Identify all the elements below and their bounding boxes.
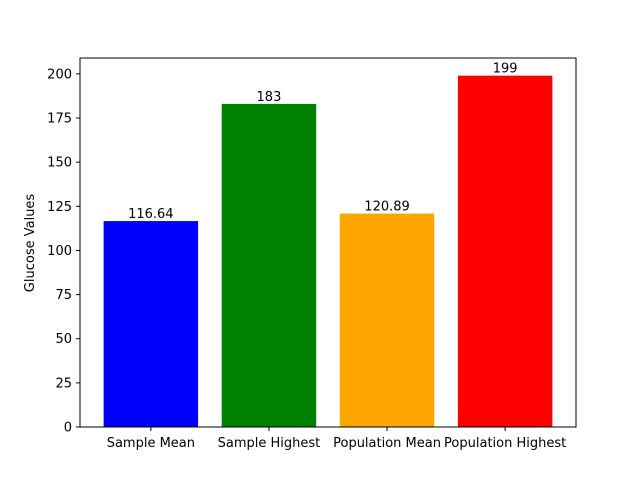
bar <box>457 75 553 427</box>
x-tick-label: Sample Highest <box>218 436 321 451</box>
bar <box>221 103 317 428</box>
bar-value-label: 199 <box>493 62 518 77</box>
bar-value-label: 183 <box>257 90 282 105</box>
y-tick-label: 150 <box>47 156 72 171</box>
bar-value-label: 116.64 <box>128 207 174 222</box>
bar-value-label: 120.89 <box>364 200 410 215</box>
x-tick-label: Sample Mean <box>107 436 195 451</box>
y-tick-label: 75 <box>55 288 72 303</box>
plot-area: 116.64 183 120.89 199 0 25 50 75 100 125 150 175 200… <box>47 57 577 451</box>
y-tick-label: 200 <box>47 67 72 82</box>
y-tick-label: 50 <box>55 332 72 347</box>
bar <box>339 213 435 427</box>
y-tick-label: 125 <box>47 200 72 215</box>
x-tick-label: Population Highest <box>444 436 566 451</box>
y-tick-label: 100 <box>47 244 72 259</box>
axes-frame <box>79 57 577 428</box>
y-tick-label: 25 <box>55 376 72 391</box>
x-tick-label: Population Mean <box>333 436 441 451</box>
bar <box>103 221 199 427</box>
y-axis-label: Glucose Values <box>23 194 38 293</box>
y-tick-label: 175 <box>47 112 72 127</box>
y-tick-label: 0 <box>64 421 72 436</box>
